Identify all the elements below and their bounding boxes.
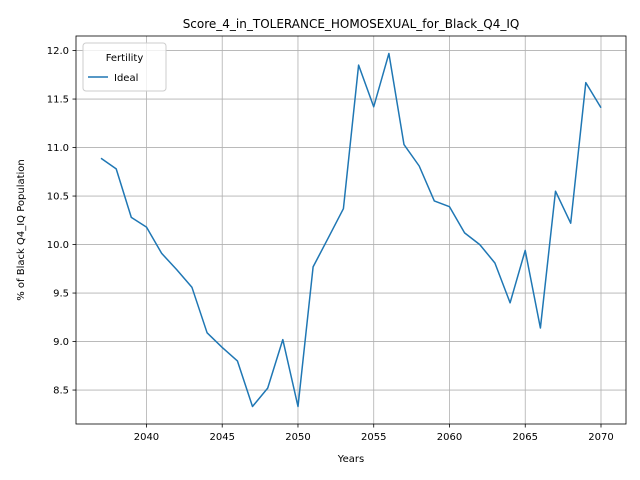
y-tick-label: 11.5 <box>47 95 69 106</box>
y-tick-label: 10.0 <box>47 240 69 251</box>
x-axis-label: Years <box>337 454 364 465</box>
y-tick-label: 12.0 <box>47 46 69 57</box>
plot-frame <box>75 35 627 425</box>
y-tick-label: 9.0 <box>53 337 69 348</box>
legend-title: Fertility <box>106 53 144 64</box>
legend: Fertility Ideal <box>82 42 167 92</box>
x-tick-label: 2070 <box>588 432 613 443</box>
series-line-ideal <box>100 52 602 408</box>
legend-box <box>82 42 167 92</box>
y-tick-label: 10.5 <box>47 192 69 203</box>
x-tick-label: 2045 <box>209 432 234 443</box>
y-tick-label: 9.5 <box>53 289 69 300</box>
y-axis-label: % of Black Q4_IQ Population <box>16 159 27 301</box>
chart-title: Score_4_in_TOLERANCE_HOMOSEXUAL_for_Blac… <box>183 17 520 31</box>
x-tick-label: 2050 <box>285 432 310 443</box>
ticks: 2040 2045 2050 2055 2060 2065 2070 8.5 9.0 9.5 10.… <box>47 46 614 443</box>
legend-label-ideal: Ideal <box>114 73 138 84</box>
x-tick-label: 2055 <box>361 432 386 443</box>
x-tick-label: 2060 <box>437 432 462 443</box>
grid-lines <box>76 36 626 424</box>
y-tick-label: 11.0 <box>47 143 69 154</box>
y-tick-label: 8.5 <box>53 386 69 397</box>
series-layer <box>100 52 602 408</box>
x-tick-label: 2065 <box>513 432 538 443</box>
x-tick-label: 2040 <box>134 432 159 443</box>
